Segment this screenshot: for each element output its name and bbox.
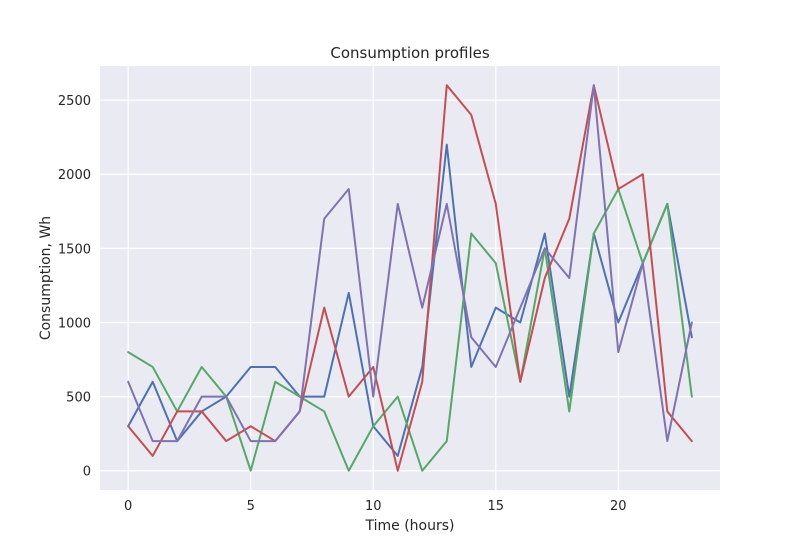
y-tick-label: 2500 xyxy=(58,94,91,109)
y-tick-label: 1000 xyxy=(58,316,91,331)
chart-title: Consumption profiles xyxy=(330,44,489,62)
x-tick-labels: 0 5 10 15 20 xyxy=(124,499,627,514)
series-line-3 xyxy=(127,84,693,472)
x-tick-label: 20 xyxy=(610,499,627,514)
x-tick-label: 10 xyxy=(365,499,382,514)
plot-background xyxy=(100,66,720,490)
x-tick-label: 5 xyxy=(247,499,255,514)
x-tick-label: 0 xyxy=(124,499,132,514)
series-line-4 xyxy=(127,84,693,443)
y-tick-labels: 0 500 1000 1500 2000 2500 xyxy=(58,94,91,480)
x-axis-label: Time (hours) xyxy=(365,518,455,534)
y-axis-label: Consumption, Wh xyxy=(38,216,54,340)
x-tick-label: 15 xyxy=(487,499,504,514)
x-gridlines xyxy=(127,66,619,490)
series-line-1 xyxy=(127,143,693,457)
y-tick-label: 1500 xyxy=(58,242,91,257)
series-line-2 xyxy=(127,188,693,472)
y-tick-label: 500 xyxy=(66,391,91,406)
y-tick-label: 2000 xyxy=(58,168,91,183)
y-tick-label: 0 xyxy=(83,465,91,480)
series-layer xyxy=(127,84,693,472)
y-gridlines xyxy=(100,99,720,472)
